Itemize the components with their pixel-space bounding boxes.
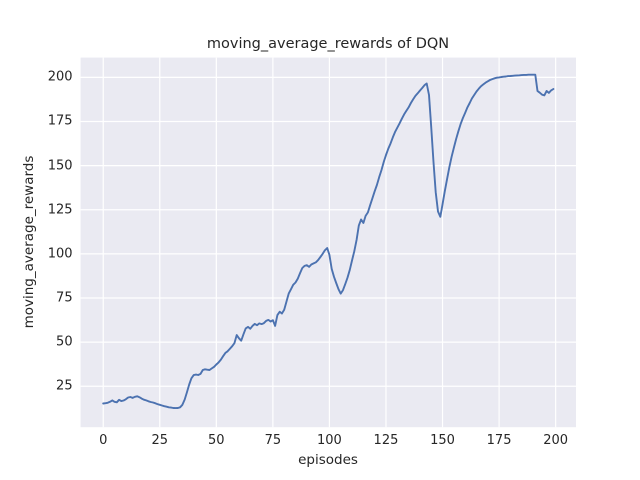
y-tick-label: 75 [56,290,73,306]
x-tick-label: 200 [543,433,569,449]
x-tick-label: 100 [317,433,342,449]
x-tick-label: 125 [373,433,399,449]
y-tick-label: 200 [47,69,73,85]
y-tick-label: 150 [47,158,73,174]
x-tick-label: 50 [208,433,225,449]
x-tick-label: 150 [430,433,455,449]
y-tick-label: 25 [56,378,73,394]
y-tick-label: 125 [47,202,73,218]
x-axis-label: episodes [298,452,358,468]
plot-area [80,57,576,428]
series-line [102,73,555,410]
x-tick-label: 0 [99,433,108,449]
x-tick-label: 175 [486,433,512,449]
y-tick-label: 100 [47,246,73,262]
y-tick-label: 50 [56,334,73,350]
x-tick-label: 75 [264,433,282,449]
x-tick-label: 25 [151,433,169,449]
chart-title: moving_average_rewards of DQN [206,36,450,52]
y-tick-label: 175 [47,113,73,129]
